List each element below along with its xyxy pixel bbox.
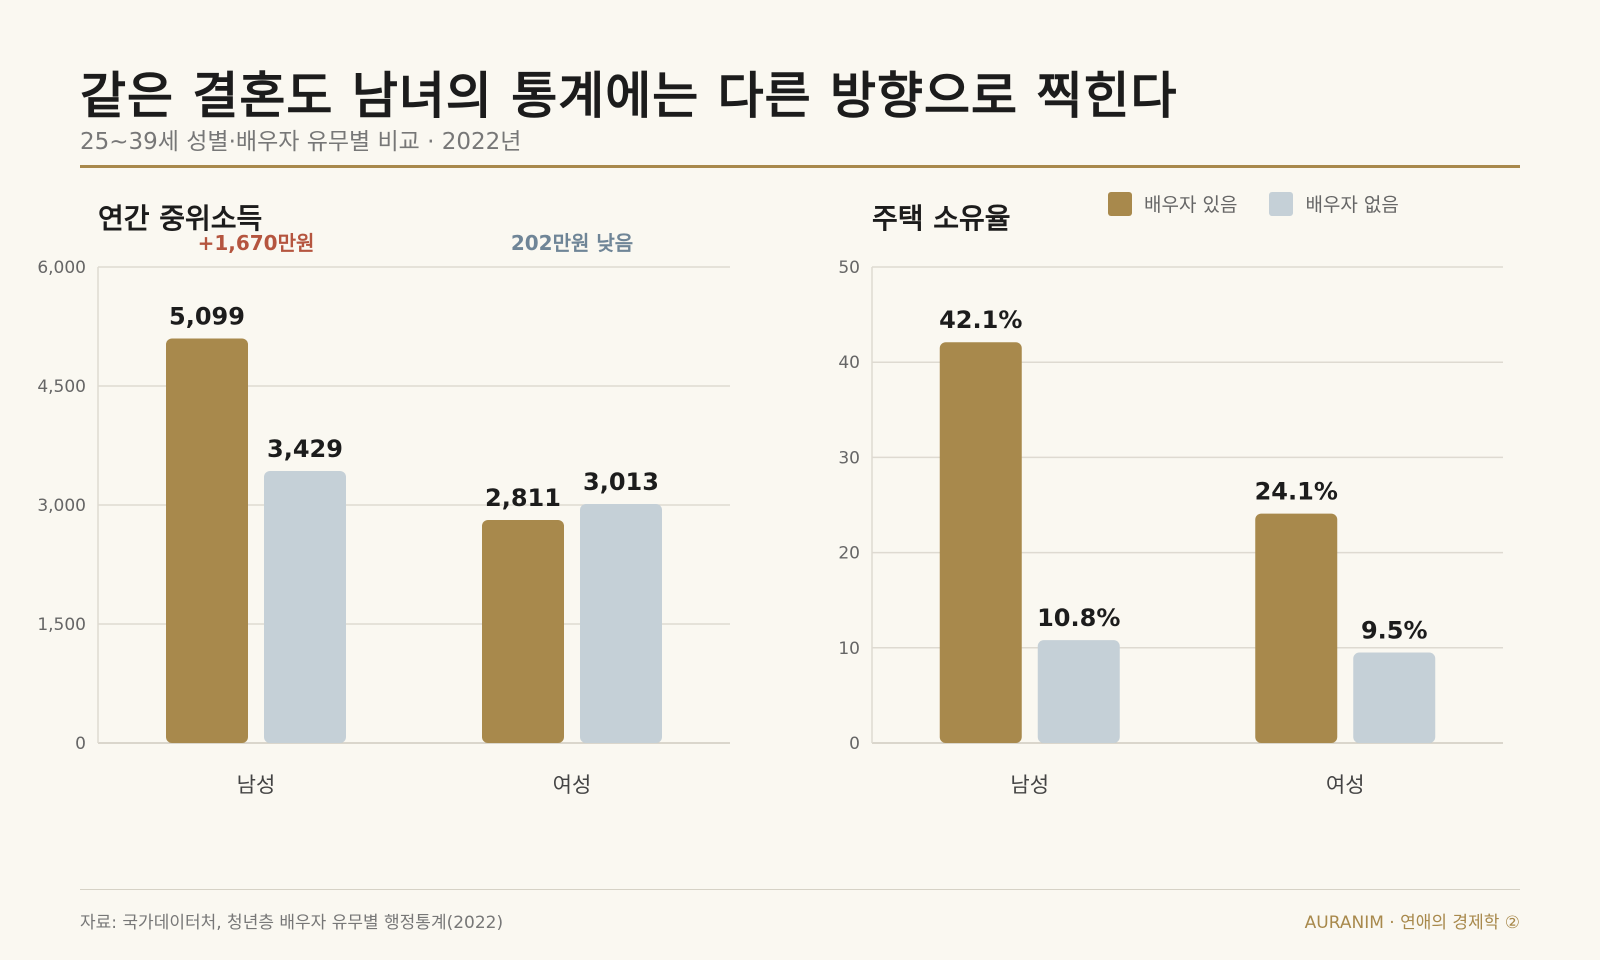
ownership-chart-title: 주택 소유율 bbox=[872, 202, 1011, 235]
legend-label-single: 배우자 없음 bbox=[1305, 194, 1399, 216]
income-y-tick-label: 0 bbox=[75, 734, 86, 754]
legend-item-married: 배우자 있음 bbox=[1108, 190, 1237, 217]
page-title: 같은 결혼도 남녀의 통계에는 다른 방향으로 찍힌다 bbox=[80, 67, 1178, 125]
legend: 배우자 있음 배우자 없음 bbox=[1108, 190, 1431, 217]
footer-brand: AURANIM · 연애의 경제학 ② bbox=[1304, 913, 1520, 933]
income-value-label: 5,099 bbox=[169, 302, 245, 330]
income-value-label: 3,429 bbox=[267, 435, 343, 463]
ownership-bar-single bbox=[1037, 640, 1120, 743]
page-subtitle: 25~39세 성별·배우자 유무별 비교 · 2022년 bbox=[80, 129, 522, 155]
ownership-bar-married bbox=[939, 342, 1022, 743]
ownership-y-tick-label: 10 bbox=[838, 639, 860, 659]
charts-canvas: 연간 중위소득 0 1,500 3,000 4,500 6,000 남성 5,099 3,429… bbox=[37, 202, 1503, 797]
ownership-value-label: 42.1% bbox=[939, 306, 1022, 334]
income-y-tick-label: 6,000 bbox=[37, 258, 86, 278]
income-gap-annotation: +1,670만원 bbox=[198, 231, 315, 255]
title-divider bbox=[80, 165, 1520, 168]
ownership-bar-married bbox=[1255, 513, 1338, 743]
home-ownership-chart: 주택 소유율 0 10 20 30 40 50 남성 42.1% 10.8% 여성 24.1% 9.5% bbox=[838, 202, 1503, 797]
ownership-y-tick-label: 40 bbox=[838, 353, 860, 373]
ownership-value-label: 9.5% bbox=[1361, 617, 1428, 645]
ownership-bar-single bbox=[1353, 652, 1436, 743]
footer-divider bbox=[80, 889, 1520, 890]
income-gap-annotation: 202만원 낮음 bbox=[511, 231, 633, 255]
income-value-label: 2,811 bbox=[485, 484, 561, 512]
ownership-y-tick-label: 30 bbox=[838, 448, 860, 468]
ownership-x-category-label: 여성 bbox=[1326, 773, 1365, 797]
ownership-y-tick-label: 0 bbox=[849, 734, 860, 754]
income-bar-married bbox=[482, 519, 564, 743]
ownership-y-tick-label: 50 bbox=[838, 258, 860, 278]
income-bar-single bbox=[580, 503, 662, 743]
income-bar-single bbox=[264, 470, 346, 743]
legend-label-married: 배우자 있음 bbox=[1144, 194, 1238, 216]
income-chart-title: 연간 중위소득 bbox=[98, 202, 262, 235]
income-y-tick-label: 1,500 bbox=[37, 615, 86, 635]
ownership-y-tick-label: 20 bbox=[838, 544, 860, 564]
ownership-x-category-label: 남성 bbox=[1010, 773, 1049, 797]
legend-item-single: 배우자 없음 bbox=[1269, 190, 1399, 217]
ownership-value-label: 24.1% bbox=[1255, 478, 1338, 506]
income-y-tick-label: 4,500 bbox=[37, 377, 86, 397]
income-bar-married bbox=[166, 338, 248, 743]
income-x-category-label: 여성 bbox=[553, 773, 592, 797]
ownership-value-label: 10.8% bbox=[1037, 604, 1120, 632]
income-value-label: 3,013 bbox=[583, 468, 659, 496]
income-chart: 연간 중위소득 0 1,500 3,000 4,500 6,000 남성 5,099 3,429… bbox=[37, 202, 730, 797]
income-y-tick-label: 3,000 bbox=[37, 496, 86, 516]
legend-swatch-married bbox=[1108, 191, 1132, 216]
legend-swatch-single bbox=[1269, 191, 1294, 216]
footer-source: 자료: 국가데이터처, 청년층 배우자 유무별 행정통계(2022) bbox=[80, 913, 504, 933]
income-x-category-label: 남성 bbox=[237, 773, 276, 797]
